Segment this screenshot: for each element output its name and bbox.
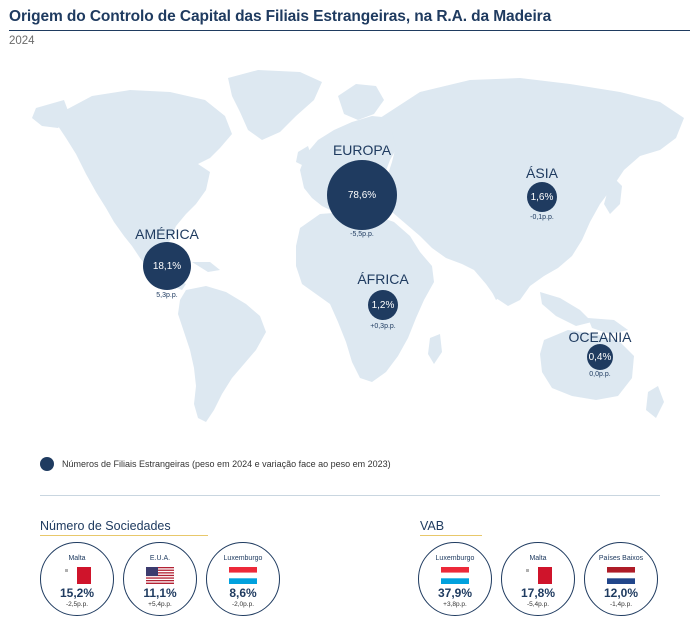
legend-dot-icon bbox=[40, 457, 54, 471]
country-share: 17,8% bbox=[520, 586, 556, 600]
landmass-se-asia bbox=[540, 292, 592, 326]
region-label-asia: ÁSIA bbox=[526, 165, 558, 181]
country-name: E.U.A. bbox=[149, 555, 171, 562]
chart-subtitle: 2024 bbox=[9, 35, 35, 47]
landmass-africa bbox=[296, 212, 434, 382]
country-change: -1,4p.p. bbox=[609, 601, 633, 608]
country-card-luxembourg: Luxemburgo 37,9% +3,8p.p. bbox=[418, 542, 492, 616]
country-change: -2,0p.p. bbox=[231, 601, 255, 608]
section-underline-numero-sociedades bbox=[40, 535, 208, 536]
country-name: Luxemburgo bbox=[435, 555, 475, 562]
netherlands-flag-icon bbox=[607, 567, 635, 584]
landmass-india bbox=[482, 254, 514, 300]
region-bubble-asia: 1,6% bbox=[527, 182, 557, 212]
region-change-europa: -5,5p.p. bbox=[350, 231, 374, 238]
country-change: +5,4p.p. bbox=[148, 601, 172, 608]
section-underline-vab bbox=[420, 535, 482, 536]
country-change: -2,5p.p. bbox=[65, 601, 89, 608]
landmass-australia bbox=[540, 330, 634, 400]
landmass-madagascar bbox=[428, 334, 442, 364]
section-title-vab: VAB bbox=[420, 519, 445, 533]
title-divider bbox=[9, 30, 690, 31]
chart-title: Origem do Controlo de Capital das Filiai… bbox=[9, 8, 552, 25]
region-bubble-europa: 78,6% bbox=[327, 160, 397, 230]
country-card-luxembourg: Luxemburgo 8,6% -2,0p.p. bbox=[206, 542, 280, 616]
country-card-netherlands: Países Baixos 12,0% -1,4p.p. bbox=[584, 542, 658, 616]
region-label-america: AMÉRICA bbox=[135, 226, 199, 242]
malta-flag-icon bbox=[524, 567, 552, 584]
landmass-uk bbox=[296, 146, 312, 166]
country-share: 11,1% bbox=[143, 586, 177, 600]
landmass-greenland bbox=[228, 70, 322, 140]
section-title-numero-sociedades: Número de Sociedades bbox=[40, 519, 171, 533]
world-map bbox=[32, 70, 684, 422]
country-card-malta: Malta 17,8% -5,4p.p. bbox=[501, 542, 575, 616]
region-bubble-america: 18,1% bbox=[143, 242, 191, 290]
country-share: 12,0% bbox=[603, 586, 639, 600]
country-name: Luxemburgo bbox=[223, 555, 263, 562]
luxembourg-flag-icon bbox=[441, 567, 469, 584]
region-bubble-oceania: 0,4% bbox=[587, 344, 613, 370]
region-label-oceania: OCEANIA bbox=[568, 329, 632, 345]
legend-text: Números de Filiais Estrangeiras (peso em… bbox=[62, 459, 391, 469]
country-share: 37,9% bbox=[437, 586, 473, 600]
country-name: Malta bbox=[529, 555, 547, 562]
country-name: Países Baixos bbox=[598, 555, 644, 562]
landmass-alaska bbox=[32, 100, 70, 128]
region-change-africa: +0,3p.p. bbox=[370, 323, 396, 330]
country-share: 8,6% bbox=[229, 586, 257, 600]
landmass-japan bbox=[604, 176, 622, 214]
region-change-america: 5,3p.p. bbox=[156, 292, 178, 299]
country-name: Malta bbox=[68, 555, 86, 562]
landmass-north-america bbox=[58, 90, 232, 290]
country-share: 15,2% bbox=[59, 586, 95, 600]
country-card-malta: Malta 15,2% -2,5p.p. bbox=[40, 542, 114, 616]
region-label-africa: ÁFRICA bbox=[357, 271, 409, 287]
malta-flag-icon bbox=[63, 567, 91, 584]
region-label-europa: EUROPA bbox=[332, 142, 392, 158]
landmass-new-zealand bbox=[646, 386, 664, 418]
region-change-asia: -0,1p.p. bbox=[530, 214, 554, 221]
region-change-oceania: 0,0p.p. bbox=[589, 371, 611, 378]
landmass-scandinavia bbox=[338, 84, 384, 120]
landmass-caribbean bbox=[192, 262, 220, 272]
usa-flag-icon bbox=[146, 567, 174, 584]
map-legend: Números de Filiais Estrangeiras (peso em… bbox=[40, 457, 391, 471]
region-bubble-africa: 1,2% bbox=[368, 290, 398, 320]
country-change: -5,4p.p. bbox=[526, 601, 550, 608]
luxembourg-flag-icon bbox=[229, 567, 257, 584]
country-change: +3,8p.p. bbox=[443, 601, 467, 608]
landmass-new-guinea bbox=[588, 318, 628, 334]
legend-divider bbox=[40, 495, 660, 496]
country-card-usa: E.U.A. 11,1% +5,4p.p. bbox=[123, 542, 197, 616]
landmass-south-america bbox=[178, 286, 266, 422]
